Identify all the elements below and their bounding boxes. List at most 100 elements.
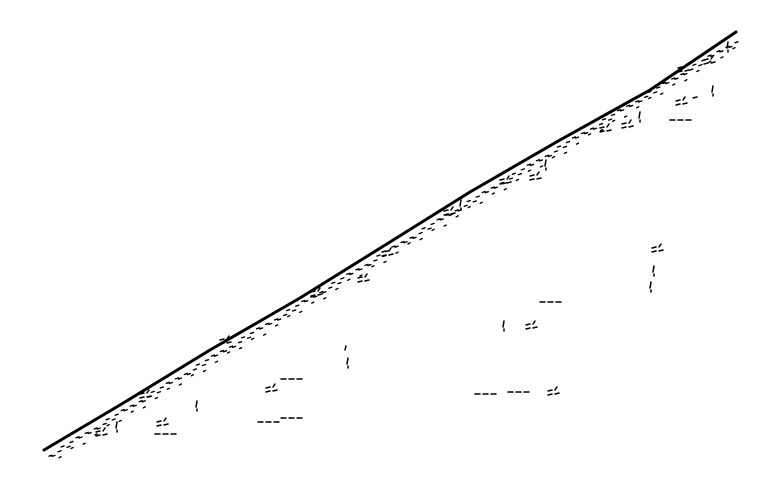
dash-mark (649, 281, 652, 289)
dash-mark (538, 159, 544, 162)
dash-mark (340, 277, 345, 280)
dash-mark (675, 103, 681, 106)
dash-mark (295, 304, 300, 307)
dash-mark (716, 50, 721, 53)
dash-mark (525, 323, 531, 326)
dash-mark (589, 127, 595, 130)
dash-mark (274, 324, 279, 327)
dash-mark (75, 436, 80, 439)
dash-mark (142, 406, 146, 409)
dash-mark (598, 122, 604, 126)
dash-mark (174, 377, 180, 380)
dash-mark (114, 413, 119, 416)
dash-mark (346, 357, 349, 365)
dash-mark (282, 313, 288, 317)
dash-mark (583, 131, 589, 135)
dash-mark (265, 390, 271, 393)
dash-mark (204, 358, 210, 362)
dash-mark (554, 386, 558, 391)
dash-mark (313, 295, 318, 298)
dash-mark (653, 91, 658, 94)
dash-mark (547, 389, 553, 392)
dash-mark (388, 247, 392, 252)
dash-mark (70, 446, 74, 450)
dash-mark (105, 417, 110, 421)
dash-mark (427, 227, 432, 230)
dash-mark (238, 346, 243, 350)
dash-mark (506, 181, 512, 184)
dash-mark (529, 163, 535, 167)
dash-mark (192, 368, 198, 371)
dash-mark (364, 279, 370, 282)
dash-mark (96, 427, 101, 430)
dash-mark (120, 408, 125, 412)
dash-mark (616, 108, 622, 112)
dash-mark (565, 140, 571, 144)
dash-mark (619, 109, 625, 112)
dash-mark (337, 282, 342, 285)
dash-mark (466, 199, 471, 203)
dash-mark (448, 213, 453, 217)
dash-mark (222, 350, 228, 353)
dash-mark (439, 218, 444, 221)
dash-mark (58, 456, 62, 459)
dash-mark (381, 250, 387, 253)
dash-mark (625, 104, 631, 107)
dash-mark (575, 142, 580, 145)
dash-mark (349, 272, 354, 276)
dash-mark (276, 318, 282, 321)
dash-mark (177, 377, 183, 380)
dash-mark (292, 309, 297, 312)
dash-mark (499, 182, 505, 185)
dash-mark (228, 345, 234, 348)
dash-mark (467, 205, 471, 209)
dash-mark (154, 396, 159, 400)
dash-mark (580, 131, 586, 135)
dash-mark (529, 178, 535, 181)
dash-mark (623, 115, 628, 118)
dash-mark (219, 342, 225, 345)
dash-mark (344, 345, 347, 351)
dash-mark (201, 363, 207, 367)
dash-mark (168, 381, 174, 385)
dash-mark (710, 55, 714, 60)
dash-mark (219, 338, 225, 341)
dash-mark (684, 79, 688, 82)
dash-mark (166, 387, 171, 391)
dash-mark (388, 253, 394, 256)
dash-mark (255, 327, 261, 330)
dash-mark (436, 218, 441, 221)
dash-mark (450, 206, 454, 211)
dash-mark (347, 278, 351, 281)
dash-mark (599, 130, 605, 133)
dash-mark (525, 327, 531, 330)
dash-mark (726, 41, 729, 49)
dash-mark (734, 41, 739, 44)
dash-mark (331, 281, 336, 285)
dash-mark (544, 159, 547, 167)
dash-mark (638, 111, 641, 119)
dash-mark (272, 389, 278, 392)
dash-mark (651, 246, 657, 249)
dash-mark (526, 163, 532, 166)
dash-mark (491, 192, 495, 195)
dash-mark (682, 96, 686, 101)
dash-mark (310, 295, 315, 298)
dash-mark (587, 133, 592, 136)
dash-mark (515, 178, 520, 182)
dash-mark (599, 128, 604, 132)
dash-mark (443, 224, 447, 227)
dash-mark (680, 72, 685, 76)
dash-mark (635, 100, 640, 103)
dash-mark (527, 169, 532, 172)
dash-mark (544, 154, 550, 158)
dash-mark (132, 404, 137, 407)
dash-mark (358, 268, 363, 271)
dash-mark (106, 423, 110, 427)
dash-mark (94, 433, 98, 436)
dash-mark (628, 119, 632, 124)
dash-mark (684, 63, 688, 68)
dash-mark (511, 172, 517, 176)
dash-mark (407, 242, 411, 245)
dash-mark (490, 186, 495, 189)
